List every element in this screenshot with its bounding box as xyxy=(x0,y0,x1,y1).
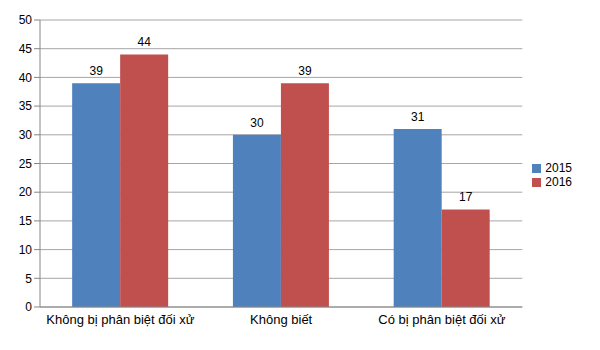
svg-text:35: 35 xyxy=(19,99,33,113)
svg-text:0: 0 xyxy=(25,300,32,314)
html-text:2015: 2015 xyxy=(545,161,572,175)
svg-text:20: 20 xyxy=(19,185,33,199)
svg-text:39: 39 xyxy=(89,64,103,78)
svg-text:17: 17 xyxy=(459,190,473,204)
svg-text:Không bị phân biệt đối xử: Không bị phân biệt đối xử xyxy=(46,312,194,327)
svg-text:31: 31 xyxy=(411,110,425,124)
svg-text:Có bị phân biệt đối xử: Có bị phân biệt đối xử xyxy=(378,312,506,327)
svg-text:30: 30 xyxy=(250,116,264,130)
svg-text:45: 45 xyxy=(19,42,33,56)
svg-text:25: 25 xyxy=(19,157,33,171)
svg-text:39: 39 xyxy=(298,64,312,78)
svg-text:30: 30 xyxy=(19,128,33,142)
svg-text:Không biết: Không biết xyxy=(250,312,313,327)
svg-text:50: 50 xyxy=(19,13,33,27)
svg-text:44: 44 xyxy=(137,35,151,49)
svg-text:40: 40 xyxy=(19,71,33,85)
svg-text:10: 10 xyxy=(19,243,33,257)
svg-text:5: 5 xyxy=(25,272,32,286)
svg-text:15: 15 xyxy=(19,214,33,228)
html-text:2016: 2016 xyxy=(545,175,572,189)
